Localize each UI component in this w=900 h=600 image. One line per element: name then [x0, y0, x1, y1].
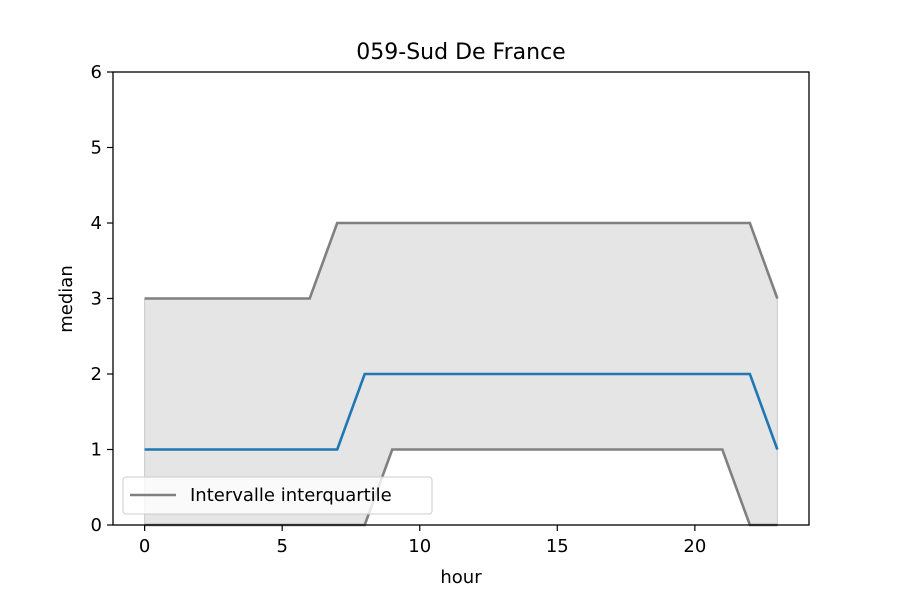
legend: Intervalle interquartile	[122, 476, 433, 515]
median-line	[144, 372, 779, 451]
y-tick-label: 0	[91, 515, 102, 536]
x-tick-label: 5	[276, 536, 287, 557]
y-tick-label: 3	[91, 289, 102, 310]
plot-area	[144, 221, 779, 527]
y-tick-label: 6	[91, 62, 102, 83]
y-tick-label: 5	[91, 138, 102, 159]
y-tick-label: 1	[91, 440, 102, 461]
y-tick-label: 4	[91, 213, 102, 234]
x-tick-label: 20	[683, 536, 706, 557]
x-tick-label: 15	[546, 536, 569, 557]
legend-label: Intervalle interquartile	[190, 485, 392, 506]
y-tick-label: 2	[91, 364, 102, 385]
x-tick-label: 10	[408, 536, 431, 557]
upper-quartile-line	[144, 221, 779, 300]
axes: 0 5 10 15 20 0 1 2 3 4 5 6	[91, 62, 810, 557]
x-axis-label: hour	[440, 567, 482, 588]
chart-title: 059-Sud De France	[356, 40, 565, 65]
y-axis-label: median	[56, 265, 77, 332]
x-tick-label: 0	[139, 536, 150, 557]
legend-frame	[122, 476, 433, 515]
